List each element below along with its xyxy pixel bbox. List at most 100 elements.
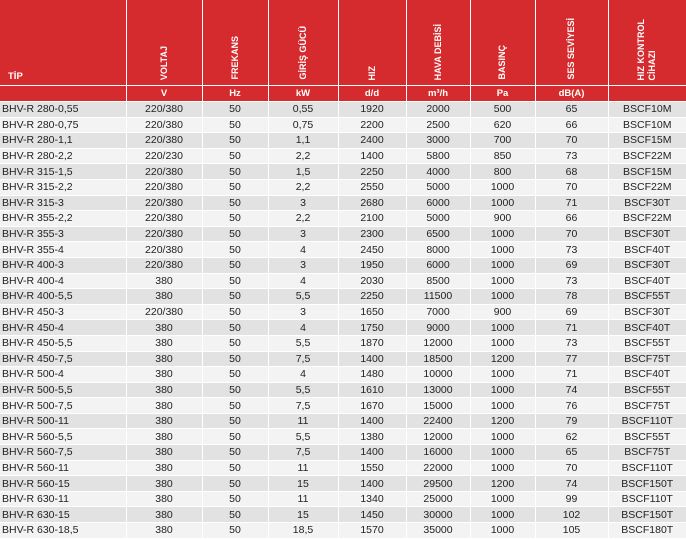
cell-basinc: 500 — [470, 101, 536, 118]
cell-basinc: 1000 — [470, 257, 536, 274]
cell-hiz-kontrol: BSCF75T — [608, 444, 686, 461]
cell-voltaj: 220/380 — [126, 241, 203, 258]
cell-tip: BHV-R 280-0,75 — [0, 117, 127, 134]
cell-voltaj: 220/230 — [126, 148, 203, 165]
cell-tip: BHV-R 280-0,55 — [0, 101, 127, 118]
cell-voltaj: 380 — [126, 382, 203, 399]
header-hiz-kontrol-label: HIZ KONTROL CİHAZI — [636, 18, 658, 81]
cell-hiz: 2100 — [338, 210, 407, 227]
cell-frekans: 50 — [202, 397, 269, 414]
unit-cell: d/d — [338, 85, 407, 102]
cell-frekans: 50 — [202, 428, 269, 446]
cell-tip: BHV-R 630-15 — [0, 506, 127, 524]
cell-tip: BHV-R 450-3 — [0, 304, 127, 321]
cell-frekans: 50 — [202, 522, 269, 539]
cell-ses-seviyesi: 78 — [535, 288, 609, 305]
cell-ses-seviyesi: 66 — [535, 210, 609, 227]
cell-giris-gucu: 11 — [268, 460, 339, 477]
cell-tip: BHV-R 560-15 — [0, 475, 127, 492]
cell-tip: BHV-R 355-4 — [0, 241, 127, 258]
table-row: BHV-R 280-0,75 220/380 50 0,75 2200 2500 620 66… — [0, 117, 686, 134]
cell-hiz-kontrol: BSCF22M — [608, 210, 686, 227]
table-row: BHV-R 500-5,5 380 50 5,5 1610 13000 1000 74 BSCF… — [0, 382, 686, 399]
cell-basinc: 1200 — [470, 351, 536, 368]
cell-basinc: 1000 — [470, 288, 536, 305]
cell-hava-debisi: 25000 — [406, 491, 471, 508]
cell-hiz-kontrol: BSCF22M — [608, 148, 686, 165]
cell-hava-debisi: 35000 — [406, 522, 471, 539]
cell-hava-debisi: 3000 — [406, 132, 471, 149]
cell-frekans: 50 — [202, 382, 269, 399]
cell-ses-seviyesi: 102 — [535, 506, 609, 524]
cell-frekans: 50 — [202, 506, 269, 524]
cell-voltaj: 380 — [126, 335, 203, 352]
cell-ses-seviyesi: 62 — [535, 428, 609, 446]
cell-hiz: 1400 — [338, 148, 407, 165]
cell-hava-debisi: 8500 — [406, 273, 471, 290]
cell-giris-gucu: 11 — [268, 491, 339, 508]
cell-basinc: 1000 — [470, 273, 536, 290]
cell-tip: BHV-R 630-18,5 — [0, 522, 127, 539]
cell-hiz: 1380 — [338, 428, 407, 446]
cell-frekans: 50 — [202, 179, 269, 196]
cell-hiz: 1610 — [338, 382, 407, 399]
cell-frekans: 50 — [202, 117, 269, 134]
cell-basinc: 900 — [470, 304, 536, 321]
cell-basinc: 1000 — [470, 195, 536, 212]
cell-basinc: 1000 — [470, 179, 536, 196]
table-row: BHV-R 630-15 380 50 15 1450 30000 1000 102 BSCF1… — [0, 506, 686, 524]
table-row: BHV-R 280-2,2 220/230 50 2,2 1400 5800 850 73 BS… — [0, 148, 686, 165]
cell-giris-gucu: 5,5 — [268, 428, 339, 446]
cell-basinc: 900 — [470, 210, 536, 227]
cell-giris-gucu: 4 — [268, 273, 339, 290]
table-row: BHV-R 630-18,5 380 50 18,5 1570 35000 1000 105 B… — [0, 522, 686, 539]
cell-hava-debisi: 22000 — [406, 460, 471, 477]
cell-tip: BHV-R 450-7,5 — [0, 351, 127, 368]
cell-ses-seviyesi: 73 — [535, 335, 609, 352]
cell-basinc: 700 — [470, 132, 536, 149]
cell-basinc: 1000 — [470, 366, 536, 383]
table-body: BHV-R 280-0,55 220/380 50 0,55 1920 2000 500 65… — [0, 101, 686, 539]
cell-voltaj: 380 — [126, 460, 203, 477]
cell-basinc: 1000 — [470, 382, 536, 399]
cell-hiz: 2250 — [338, 288, 407, 305]
cell-basinc: 1000 — [470, 444, 536, 461]
cell-tip: BHV-R 355-2,2 — [0, 210, 127, 227]
cell-ses-seviyesi: 65 — [535, 444, 609, 461]
cell-giris-gucu: 0,75 — [268, 117, 339, 134]
header-giris-gucu-label: GİRİŞ GÜCÜ — [297, 26, 308, 80]
cell-hava-debisi: 2500 — [406, 117, 471, 134]
cell-hiz: 1750 — [338, 319, 407, 336]
cell-tip: BHV-R 315-2,2 — [0, 179, 127, 196]
cell-voltaj: 220/380 — [126, 210, 203, 227]
cell-hiz-kontrol: BSCF110T — [608, 413, 686, 430]
cell-giris-gucu: 1,1 — [268, 132, 339, 149]
unit-cell: Pa — [470, 85, 536, 102]
cell-tip: BHV-R 500-4 — [0, 366, 127, 383]
cell-frekans: 50 — [202, 273, 269, 290]
cell-hiz: 2400 — [338, 132, 407, 149]
cell-ses-seviyesi: 73 — [535, 148, 609, 165]
table-row: BHV-R 560-15 380 50 15 1400 29500 1200 74 BSCF15… — [0, 475, 686, 492]
cell-hava-debisi: 5000 — [406, 210, 471, 227]
cell-tip: BHV-R 400-5,5 — [0, 288, 127, 305]
cell-basinc: 1200 — [470, 413, 536, 430]
unit-cell: V — [126, 85, 203, 102]
cell-giris-gucu: 7,5 — [268, 351, 339, 368]
cell-giris-gucu: 5,5 — [268, 335, 339, 352]
cell-hava-debisi: 12000 — [406, 428, 471, 446]
cell-frekans: 50 — [202, 319, 269, 336]
cell-hiz-kontrol: BSCF55T — [608, 428, 686, 446]
cell-hiz: 1650 — [338, 304, 407, 321]
cell-hiz: 2250 — [338, 163, 407, 180]
cell-voltaj: 380 — [126, 428, 203, 446]
cell-basinc: 850 — [470, 148, 536, 165]
cell-ses-seviyesi: 79 — [535, 413, 609, 430]
cell-giris-gucu: 2,2 — [268, 210, 339, 227]
cell-basinc: 1000 — [470, 397, 536, 414]
header-ses-seviyesi: SES SEVİYESİ — [535, 0, 609, 86]
cell-hiz: 1400 — [338, 444, 407, 461]
cell-hava-debisi: 10000 — [406, 366, 471, 383]
cell-giris-gucu: 4 — [268, 241, 339, 258]
